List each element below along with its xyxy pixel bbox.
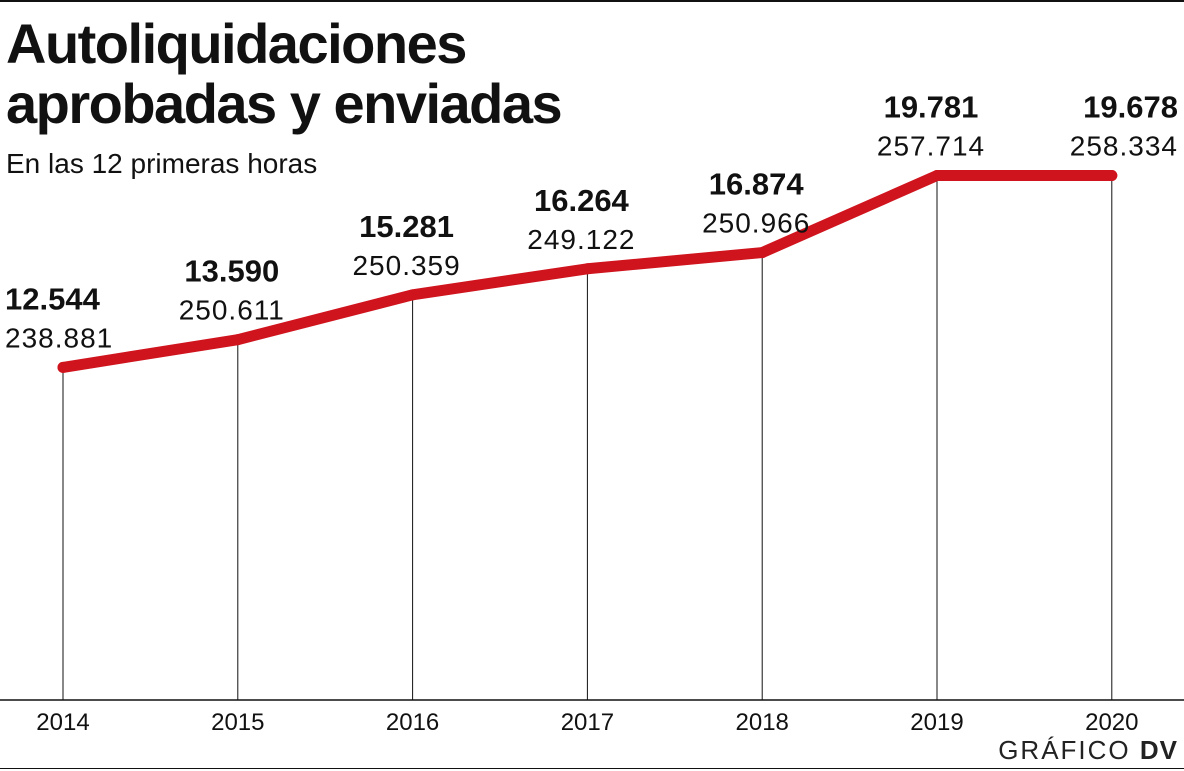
x-tick-label: 2016: [386, 709, 439, 736]
x-tick-label: 2019: [910, 709, 963, 736]
credit-brand: DV: [1139, 735, 1178, 765]
secondary-label: 249.122: [527, 224, 635, 255]
x-tick-label: 2020: [1085, 709, 1138, 736]
data-point: [1106, 170, 1118, 182]
source-credit: GRÁFICO DV: [998, 735, 1178, 766]
bottom-rule: [0, 768, 1184, 769]
data-label: 15.281: [359, 209, 454, 244]
data-point: [407, 289, 419, 301]
data-point: [931, 170, 943, 182]
secondary-label: 250.359: [352, 250, 460, 281]
x-tick-label: 2015: [211, 709, 264, 736]
chart-subtitle: En las 12 primeras horas: [6, 148, 318, 179]
secondary-label: 250.611: [179, 295, 285, 326]
x-tick-label: 2017: [561, 709, 614, 736]
data-label: 19.781: [884, 90, 979, 125]
data-label: 12.544: [5, 281, 101, 316]
data-point: [756, 247, 768, 259]
data-label: 16.264: [534, 183, 630, 218]
title-line-1: Autoliquidaciones: [6, 12, 467, 75]
title-line-2: aprobadas y enviadas: [6, 72, 563, 135]
x-tick-label: 2018: [736, 709, 789, 736]
data-point: [581, 263, 593, 275]
data-label: 19.678: [1083, 90, 1178, 125]
credit-prefix: GRÁFICO: [998, 735, 1140, 765]
data-label: 16.874: [709, 167, 805, 202]
secondary-label: 258.334: [1070, 131, 1178, 162]
secondary-label: 250.966: [702, 208, 810, 239]
data-point: [57, 361, 69, 373]
chart-title: Autoliquidaciones aprobadas y enviadas: [6, 12, 563, 135]
data-point: [232, 334, 244, 346]
top-rule: [0, 0, 1184, 2]
secondary-label: 257.714: [877, 131, 985, 162]
x-tick-label: 2014: [36, 709, 89, 736]
data-label: 13.590: [184, 254, 279, 289]
secondary-label: 238.881: [5, 322, 113, 353]
